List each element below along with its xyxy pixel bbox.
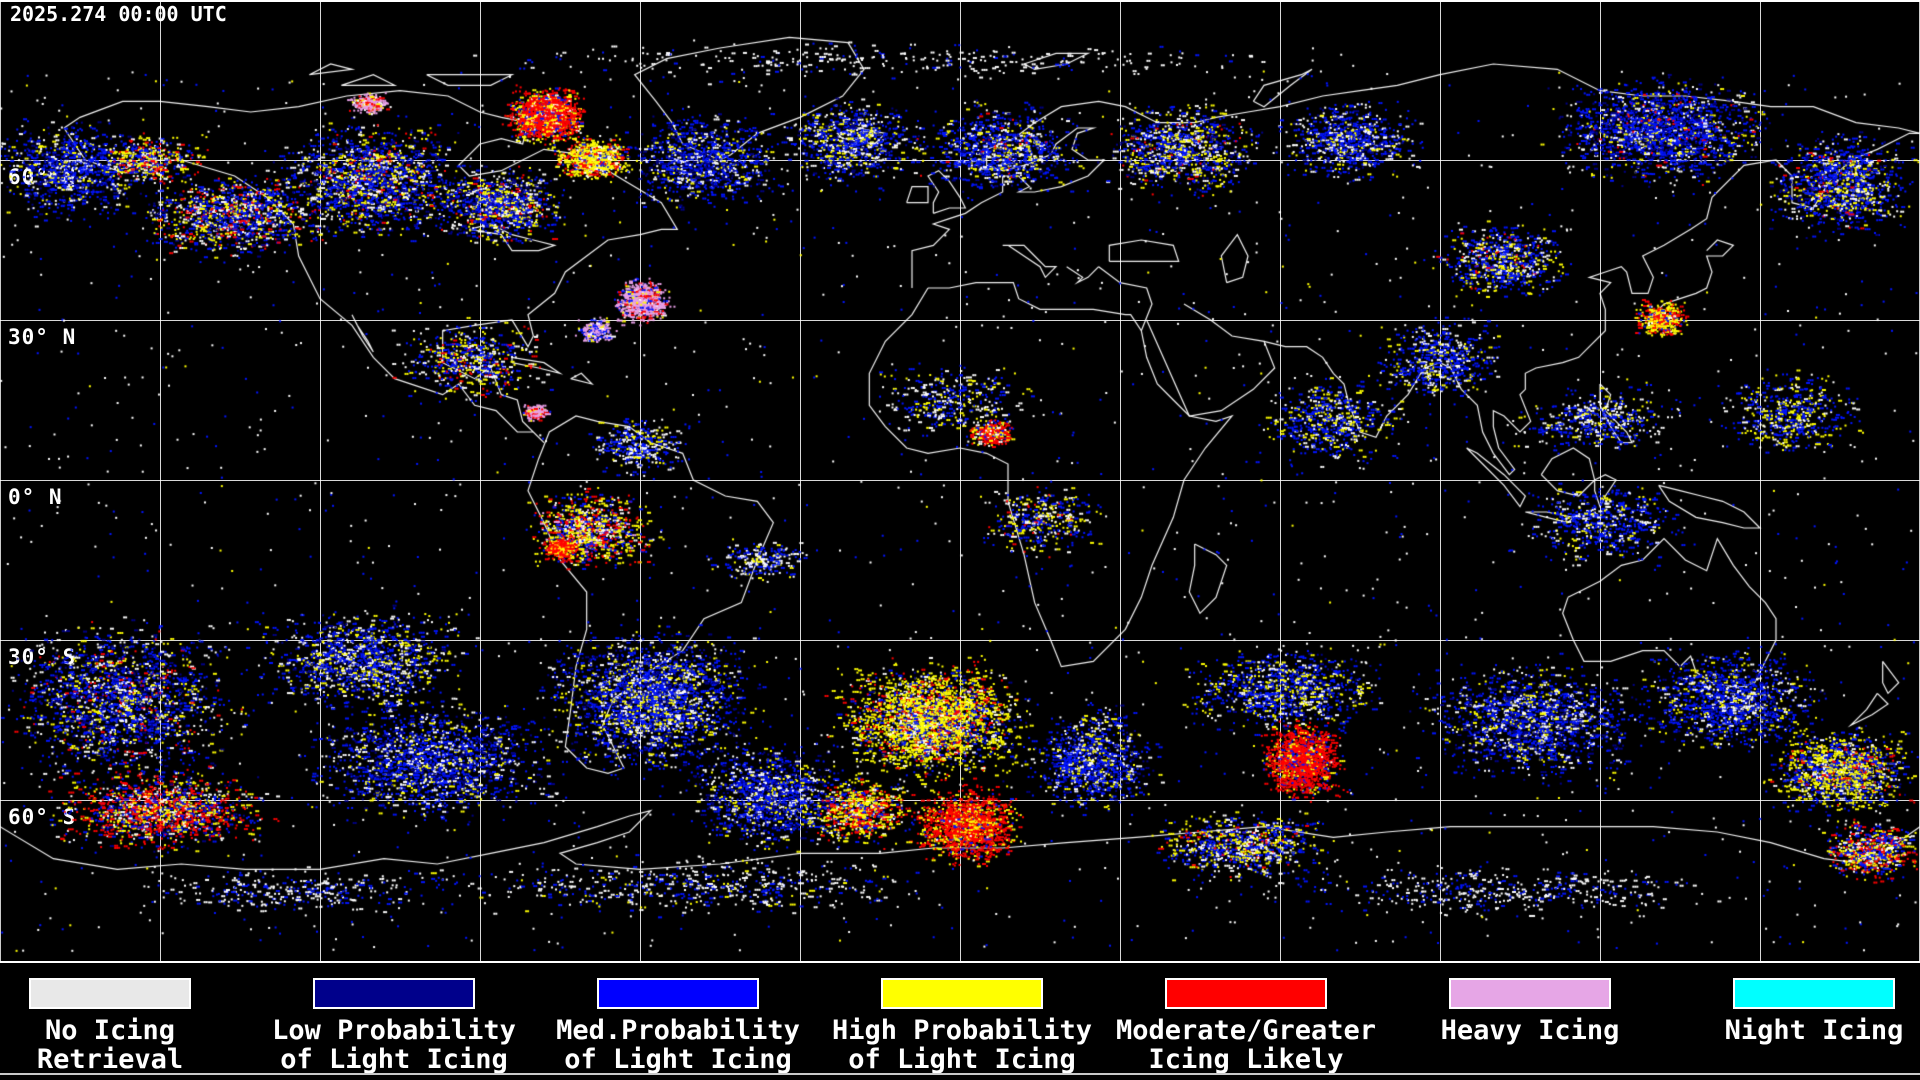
timestamp-label: 2025.274 00:00 UTC — [10, 2, 227, 26]
legend-label-line2: of Light Icing — [848, 1044, 1076, 1075]
map-border-top — [0, 0, 1920, 2]
legend-label-line1: Night Icing — [1724, 1015, 1904, 1046]
bottom-divider-line — [0, 1073, 1920, 1075]
map-border-bottom — [0, 961, 1920, 963]
map-border-left — [0, 0, 1, 963]
legend-label-line1: High Probability — [831, 1015, 1093, 1046]
world-icing-map: 60° N30° N0° N30° S60° S 2025.274 00:00 … — [0, 0, 1920, 963]
legend-color-swatch — [1165, 978, 1327, 1009]
legend-label-line2: of Light Icing — [564, 1044, 792, 1075]
legend-item: Heavy Icing — [1388, 963, 1672, 1045]
legend-item: Low Probability of Light Icing — [252, 963, 536, 1074]
legend-color-swatch — [881, 978, 1043, 1009]
legend-label-line2: Retrieval — [36, 1044, 184, 1075]
legend-color-swatch — [313, 978, 475, 1009]
legend-label-line1: Heavy Icing — [1440, 1015, 1620, 1046]
legend-item: Night Icing — [1672, 963, 1920, 1045]
legend-item: High Probability of Light Icing — [820, 963, 1104, 1074]
legend-item: Med.Probability of Light Icing — [536, 963, 820, 1074]
legend-color-swatch — [597, 978, 759, 1009]
legend-color-swatch — [1733, 978, 1895, 1009]
legend-color-swatch — [29, 978, 191, 1009]
legend-label-line2: of Light Icing — [280, 1044, 508, 1075]
legend-label-line1: Moderate/Greater — [1115, 1015, 1377, 1046]
legend-bar: No Icing Retrieval Low Probability of Li… — [0, 963, 1920, 1074]
legend-label-line2: Icing Likely — [1148, 1044, 1344, 1075]
legend-label-line1: No Icing — [44, 1015, 176, 1046]
legend-label-line1: Med.Probability — [556, 1015, 800, 1046]
legend-label-line1: Low Probability — [272, 1015, 516, 1046]
legend-item: Moderate/Greater Icing Likely — [1104, 963, 1388, 1074]
legend-color-swatch — [1449, 978, 1611, 1009]
legend-item: No Icing Retrieval — [0, 963, 252, 1074]
icing-data-canvas — [0, 0, 1920, 963]
